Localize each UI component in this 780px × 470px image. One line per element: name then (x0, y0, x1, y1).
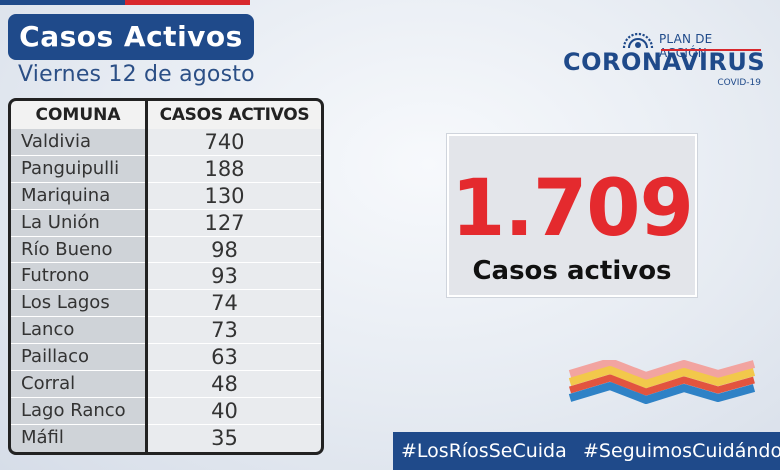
table-cell-casos: 130 (148, 183, 321, 210)
table-cell-comuna: Mariquina (11, 183, 145, 210)
table-cell-casos: 40 (148, 398, 321, 425)
table-cell-casos: 35 (211, 425, 238, 450)
logo-divider (661, 49, 761, 51)
table-cell-comuna: Lago Ranco (11, 398, 145, 425)
table-body: Valdivia Panguipulli Mariquina La Unión … (11, 129, 321, 452)
table-cell-comuna: Futrono (11, 263, 145, 291)
flag-blue-stripe (0, 0, 125, 5)
hashtag-bar: #LosRíosSeCuida #SeguimosCuidándon (393, 432, 780, 470)
hashtag-seguimos: #SeguimosCuidándon (583, 440, 780, 462)
report-date: Viernes 12 de agosto (18, 62, 255, 87)
table-cell-casos: 98 (148, 237, 321, 264)
column-header-casos: CASOS ACTIVOS (159, 105, 310, 125)
total-cases-card: 1.709 Casos activos (447, 134, 697, 297)
table-cell-comuna: Máfil (21, 426, 64, 448)
table-cell-comuna: Lanco (11, 317, 145, 345)
table-cell-casos: 73 (148, 317, 321, 345)
flag-red-stripe (125, 0, 250, 5)
total-cases-label: Casos activos (472, 256, 672, 286)
government-emblem-icon (622, 32, 654, 49)
hashtag-losrios: #LosRíosSeCuida (401, 440, 567, 462)
column-header-comuna: COMUNA (11, 101, 148, 129)
table-cell-casos: 740 (148, 129, 321, 156)
flag-stripe (0, 0, 250, 5)
cases-table: COMUNA CASOS ACTIVOS Valdivia Panguipull… (8, 98, 324, 455)
page-title: Casos Activos (8, 14, 254, 60)
casos-column: 740 188 130 127 98 93 74 73 63 48 40 35 (148, 129, 321, 452)
table-cell-casos: 188 (148, 156, 321, 183)
coronavirus-plan-logo: PLAN DE ACCIÓN CORONAVIRUS COVID-19 (563, 26, 766, 96)
table-cell-comuna: Los Lagos (11, 290, 145, 318)
table-header: COMUNA CASOS ACTIVOS (11, 101, 321, 129)
table-cell-comuna: Valdivia (11, 129, 145, 156)
table-cell-casos: 74 (148, 290, 321, 318)
table-cell-comuna: Corral (11, 371, 145, 398)
comuna-column: Valdivia Panguipulli Mariquina La Unión … (11, 129, 148, 452)
table-cell-comuna: Río Bueno (11, 237, 145, 264)
table-cell-comuna: Panguipulli (11, 156, 145, 183)
table-cell-casos: 48 (148, 371, 321, 398)
total-cases-value: 1.709 (451, 164, 694, 254)
table-cell-comuna: Paillaco (11, 344, 145, 372)
table-cell-comuna: La Unión (11, 210, 145, 237)
table-cell-casos: 127 (148, 210, 321, 237)
table-cell-casos: 93 (148, 263, 321, 291)
logo-coronavirus-text: CORONAVIRUS (563, 48, 766, 76)
table-cell-casos: 63 (148, 344, 321, 372)
los-rios-wave-graphic (568, 360, 756, 404)
logo-covid-text: COVID-19 (717, 78, 761, 88)
